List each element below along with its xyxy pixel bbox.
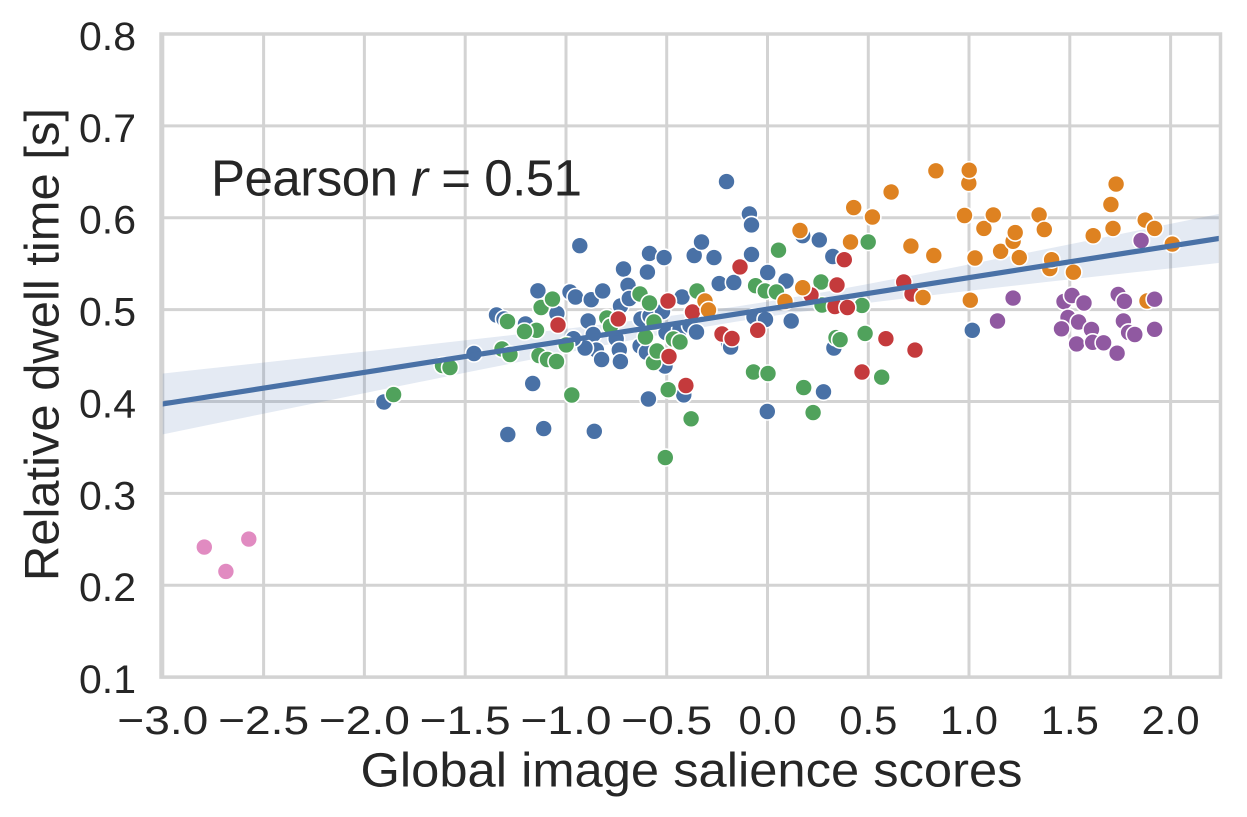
svg-text:0.7: 0.7 (79, 107, 136, 151)
svg-text:−1.5: −1.5 (420, 699, 511, 743)
svg-text:1.5: 1.5 (1041, 699, 1099, 743)
svg-text:1.0: 1.0 (940, 699, 998, 743)
svg-text:0.3: 0.3 (79, 474, 136, 518)
svg-text:0.4: 0.4 (79, 383, 136, 427)
svg-text:Pearson r = 0.51: Pearson r = 0.51 (211, 149, 582, 206)
svg-text:0.0: 0.0 (739, 699, 797, 743)
svg-text:2.0: 2.0 (1142, 699, 1200, 743)
svg-text:−2.0: −2.0 (319, 699, 410, 743)
svg-text:−2.5: −2.5 (218, 699, 309, 743)
svg-text:Relative dwell time [s]: Relative dwell time [s] (17, 108, 70, 581)
svg-text:0.2: 0.2 (79, 566, 136, 610)
svg-text:0.5: 0.5 (79, 291, 136, 335)
svg-text:0.1: 0.1 (79, 658, 136, 702)
svg-text:−0.5: −0.5 (621, 699, 712, 743)
svg-text:0.8: 0.8 (79, 15, 136, 59)
svg-text:Global image salience scores: Global image salience scores (361, 745, 1023, 798)
svg-text:−1.0: −1.0 (521, 699, 612, 743)
svg-text:0.6: 0.6 (79, 199, 136, 243)
svg-text:−3.0: −3.0 (117, 699, 208, 743)
svg-text:0.5: 0.5 (839, 699, 897, 743)
